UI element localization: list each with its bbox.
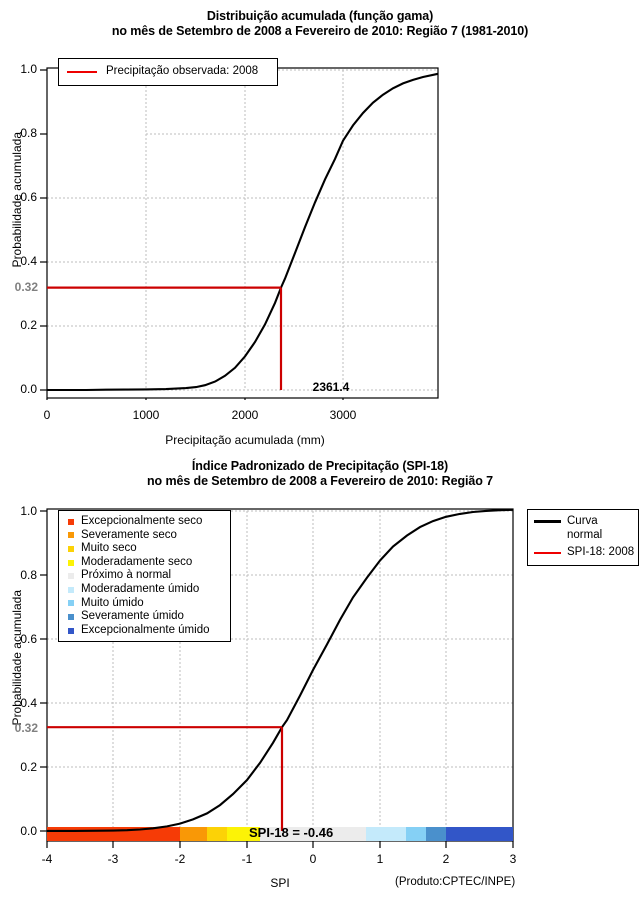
chart2-colorbar-value-label: SPI-18 = -0.46 bbox=[249, 825, 334, 840]
chart2-xlabel: SPI bbox=[270, 876, 290, 890]
chart1-marker-x-label: 2361.4 bbox=[312, 380, 350, 394]
chart2-category-legend: Excepcionalmente seco Severamente seco M… bbox=[58, 510, 231, 642]
chart1-ytick-0.6: 0.6 bbox=[20, 190, 37, 204]
chart2-title-line1: Índice Padronizado de Precipitação (SPI-… bbox=[191, 459, 449, 473]
chart1-xtick-1000: 1000 bbox=[132, 408, 160, 422]
legend-item-severamente-seco: Severamente seco bbox=[59, 529, 230, 543]
chart1-xtick-3000: 3000 bbox=[329, 408, 357, 422]
legend-label-severamente-seco: Severamente seco bbox=[81, 528, 177, 541]
chart2-ytick-0.8: 0.8 bbox=[20, 568, 37, 582]
legend-line-spi18 bbox=[534, 551, 561, 555]
legend-item-excepcionalmente-umido: Excepcionalmente úmido bbox=[59, 624, 230, 638]
chart2-xtick-1: 1 bbox=[376, 852, 384, 866]
legend-label-muito-umido: Muito úmido bbox=[81, 596, 144, 609]
legend-swatch-proximo-a-normal bbox=[68, 573, 74, 580]
legend-label-severamente-umido: Severamente úmido bbox=[81, 610, 184, 623]
chart2-plot bbox=[40, 508, 514, 848]
chart1-ytick-marker-0.32: 0.32 bbox=[14, 280, 38, 294]
legend-line-curva-normal bbox=[534, 520, 561, 523]
legend-swatch-muito-seco bbox=[68, 545, 74, 552]
legend-label-spi18: SPI-18: 2008 bbox=[567, 546, 635, 559]
chart2-footnote: (Produto:CPTEC/INPE) bbox=[395, 876, 516, 888]
chart2-ytick-0.6: 0.6 bbox=[20, 632, 37, 646]
legend-label-excepcionalmente-seco: Excepcionalmente seco bbox=[81, 515, 203, 527]
chart2-ytick-0.4: 0.4 bbox=[20, 696, 37, 710]
legend-label-precipitation: Precipitação observada: 2008 bbox=[106, 65, 259, 78]
chart2-title-line2: no mês de Setembro de 2008 a Fevereiro d… bbox=[147, 474, 493, 488]
chart1-curve bbox=[47, 72, 439, 392]
chart1-ytick-0.0: 0.0 bbox=[20, 382, 37, 396]
chart2-colorbar bbox=[47, 827, 513, 841]
legend-swatch-muito-umido bbox=[68, 600, 74, 607]
chart1-xtick-0: 0 bbox=[43, 408, 51, 422]
chart2-xtick--2: -2 bbox=[174, 852, 186, 866]
chart2-xtick-2: 2 bbox=[442, 852, 450, 866]
legend-item-moderadamente-umido: Moderadamente úmido bbox=[59, 583, 230, 597]
chart2-xtick-0: 0 bbox=[309, 852, 317, 866]
legend-line-precipitation bbox=[67, 70, 97, 74]
chart1-plot bbox=[40, 67, 439, 400]
chart1-legend: Precipitação observada: 2008 bbox=[58, 58, 278, 86]
legend-item-moderadamente-seco: Moderadamente seco bbox=[59, 556, 230, 570]
chart2-xtick--4: -4 bbox=[41, 852, 53, 866]
chart1-xtick-2000: 2000 bbox=[231, 408, 259, 422]
legend-swatch-moderadamente-umido bbox=[68, 586, 74, 593]
chart2-curve-legend: Curva normal SPI-18: 2008 bbox=[527, 509, 639, 566]
chart2-curve bbox=[47, 508, 514, 832]
legend-item-proximo-a-normal: Próximo à normal bbox=[59, 569, 230, 583]
chart1-title-line1: Distribuição acumulada (função gama) bbox=[206, 9, 434, 23]
chart2-marker-lines bbox=[47, 726, 284, 831]
chart2-xtick--1: -1 bbox=[241, 852, 253, 866]
legend-label-curva: Curva bbox=[567, 515, 598, 527]
chart1-ytick-0.4: 0.4 bbox=[20, 254, 37, 268]
chart2-xtick--3: -3 bbox=[107, 852, 119, 866]
chart1-ytick-0.2: 0.2 bbox=[20, 318, 37, 332]
legend-label-excepcionalmente-umido: Excepcionalmente úmido bbox=[81, 623, 210, 636]
legend-item-muito-umido: Muito úmido bbox=[59, 597, 230, 611]
chart2-ytick-marker-0.32: 0.32 bbox=[14, 721, 38, 735]
chart1-marker-lines bbox=[47, 286, 283, 390]
legend-swatch-severamente-seco bbox=[68, 532, 74, 539]
chart2-ytick-0.0: 0.0 bbox=[20, 824, 37, 838]
chart2-ytick-0.2: 0.2 bbox=[20, 760, 37, 774]
chart1-ytick-0.8: 0.8 bbox=[20, 126, 37, 140]
legend-swatch-excepcionalmente-umido bbox=[68, 627, 74, 634]
chart2-ytick-1.0: 1.0 bbox=[20, 504, 37, 518]
chart1-title-line2: no mês de Setembro de 2008 a Fevereiro d… bbox=[111, 24, 529, 38]
legend-swatch-excepcionalmente-seco bbox=[68, 518, 74, 525]
legend-item-excepcionalmente-seco: Excepcionalmente seco bbox=[59, 515, 230, 529]
legend-swatch-severamente-umido bbox=[68, 613, 74, 620]
legend-label-muito-seco: Muito seco bbox=[81, 542, 137, 555]
legend-label-moderadamente-seco: Moderadamente seco bbox=[81, 555, 193, 568]
legend-swatch-moderadamente-seco bbox=[68, 559, 74, 566]
legend-label-proximo-a-normal: Próximo à normal bbox=[81, 569, 172, 582]
legend-label-normal: normal bbox=[567, 528, 603, 541]
legend-item-muito-seco: Muito seco bbox=[59, 542, 230, 556]
chart1-ytick-1.0: 1.0 bbox=[20, 62, 37, 76]
chart2-xtick-3: 3 bbox=[509, 852, 517, 866]
legend-item-severamente-umido: Severamente úmido bbox=[59, 610, 230, 624]
chart1-xlabel: Precipitação acumulada (mm) bbox=[165, 433, 325, 447]
legend-label-moderadamente-umido: Moderadamente úmido bbox=[81, 582, 200, 595]
